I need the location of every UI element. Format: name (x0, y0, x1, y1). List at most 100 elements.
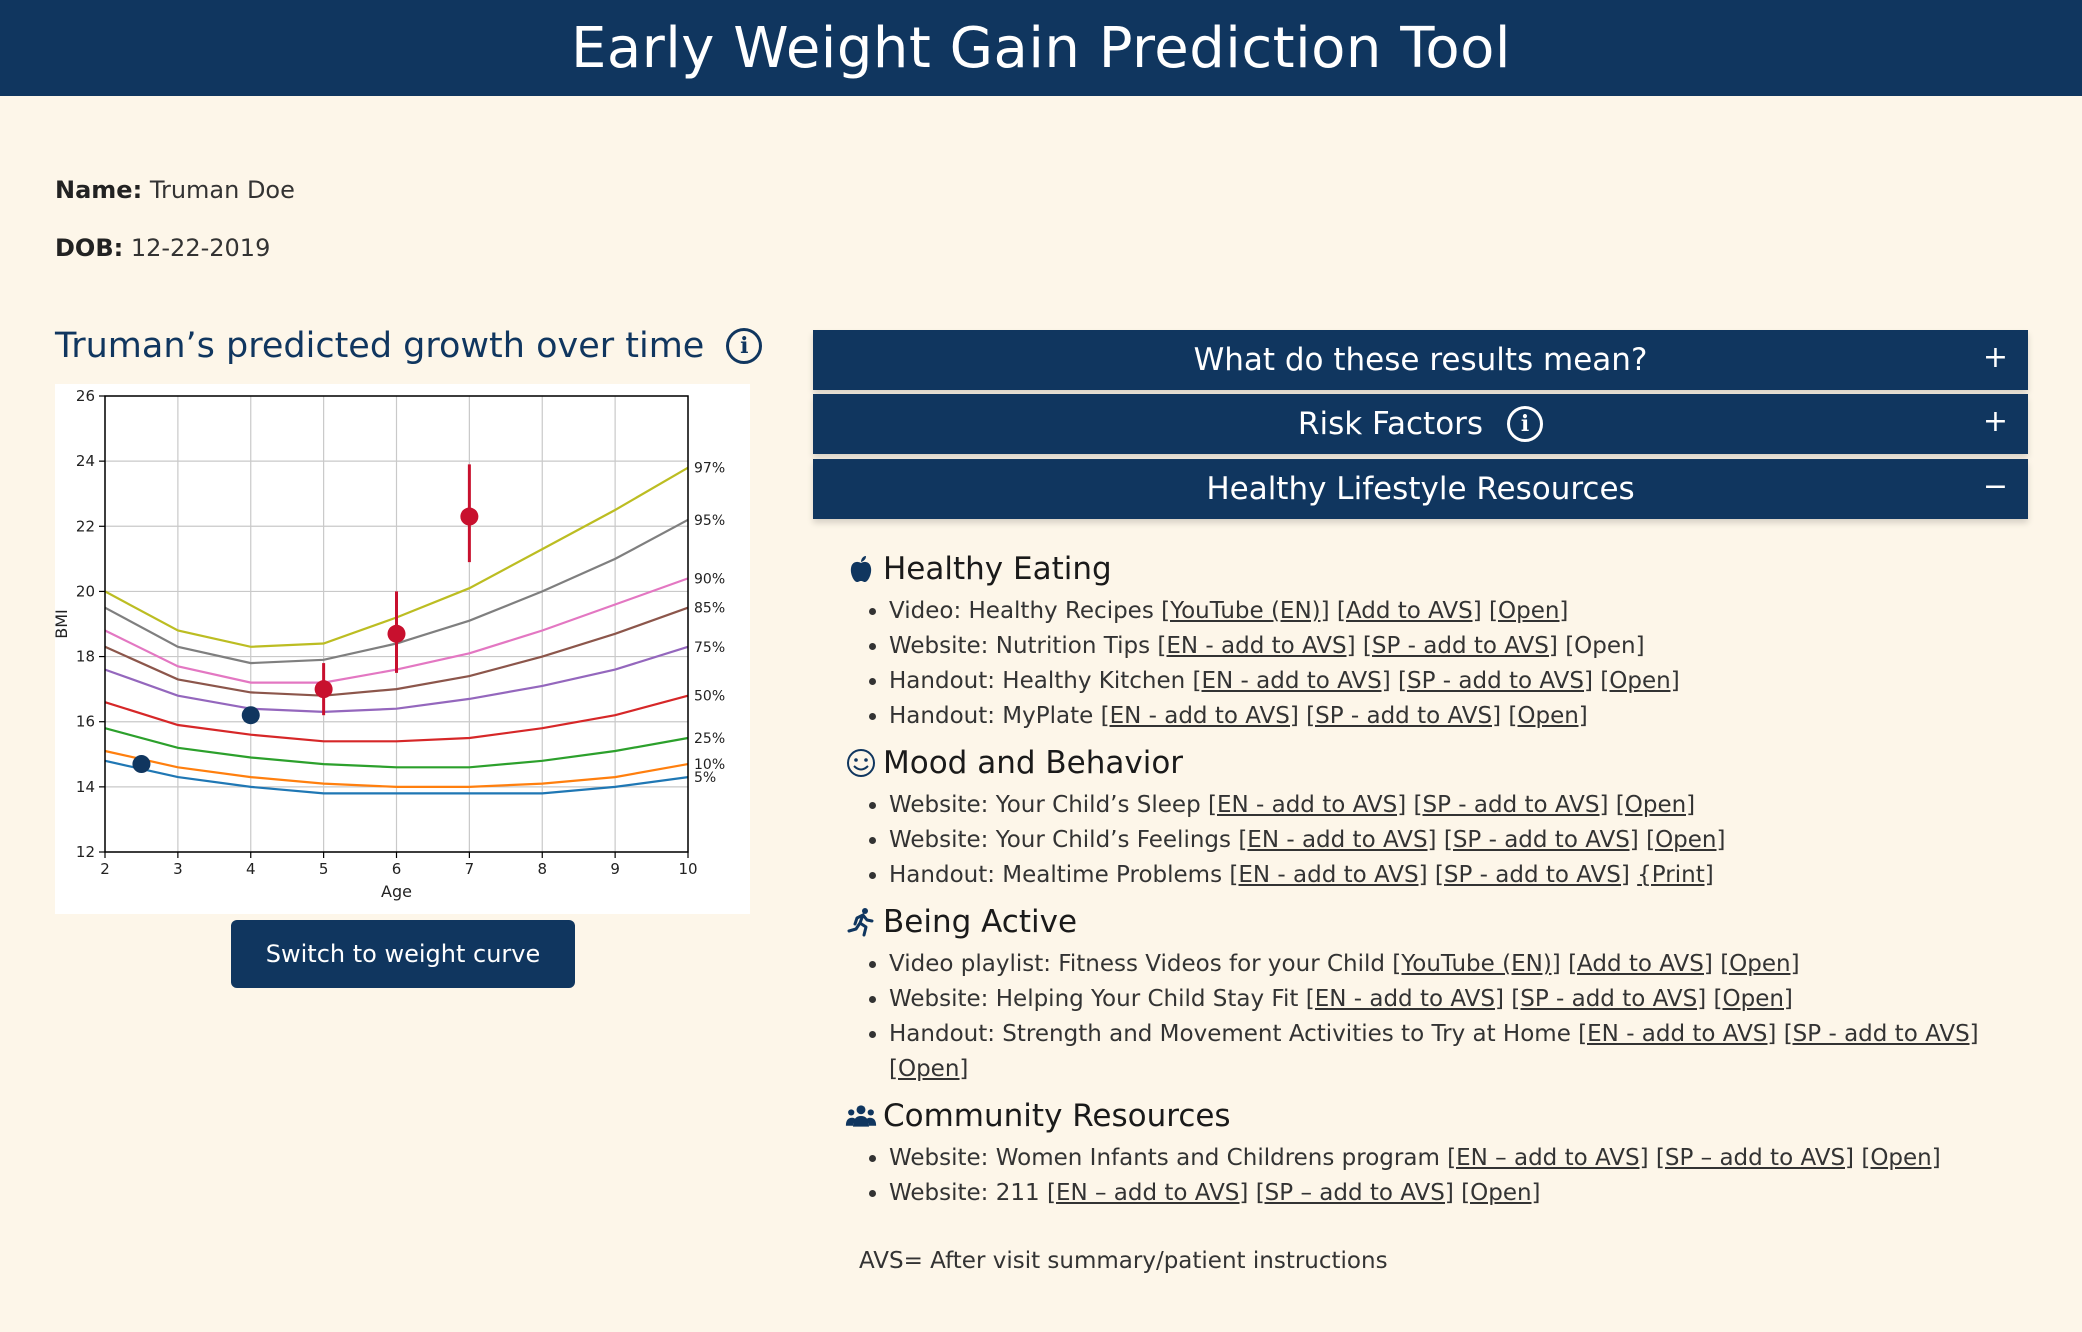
percentile-label: 95% (694, 513, 725, 529)
resource-link[interactable]: [SP - add to AVS] (1783, 1021, 1979, 1047)
chart-title: Truman’s predicted growth over time (55, 326, 705, 366)
x-tick-label: 5 (319, 860, 329, 878)
y-axis-label: BMI (55, 609, 71, 639)
resource-label: Website: Nutrition Tips (889, 633, 1158, 659)
expand-icon[interactable]: + (1982, 340, 2008, 375)
resource-link[interactable]: [Open] (1720, 951, 1800, 977)
resource-label: Handout: Strength and Movement Activitie… (889, 1021, 1579, 1047)
x-tick-label: 4 (246, 860, 256, 878)
resource-label: Handout: Mealtime Problems (889, 862, 1230, 888)
resource-link[interactable]: [Open] (1646, 827, 1726, 853)
section-title: Being Active (883, 904, 1078, 940)
resource-link[interactable]: [SP - add to AVS] (1398, 668, 1593, 694)
accordion-risk-factors[interactable]: Risk Factors i + (813, 394, 2028, 454)
resource-label: Website: Your Child’s Feelings (889, 827, 1239, 853)
resource-link[interactable]: [SP - add to AVS] (1413, 792, 1609, 818)
resource-link[interactable]: [SP - add to AVS] (1306, 703, 1502, 729)
resource-link[interactable]: [SP - add to AVS] (1511, 986, 1707, 1012)
resource-link[interactable]: [Open] (1615, 792, 1696, 818)
resource-link[interactable]: [Open] (1508, 703, 1588, 729)
resource-link[interactable]: [Open] (889, 1056, 969, 1082)
resource-link[interactable]: [EN - add to AVS] (1157, 633, 1356, 659)
observed-point (132, 755, 151, 774)
percentile-label: 75% (694, 640, 725, 656)
y-tick-label: 16 (76, 713, 95, 731)
app-header: Early Weight Gain Prediction Tool (0, 0, 2082, 96)
x-tick-label: 2 (100, 860, 110, 878)
resource-link[interactable]: [EN – add to AVS] (1046, 1180, 1249, 1206)
section-heading: Being Active (845, 901, 2025, 943)
resource-link[interactable]: [Open] (1489, 598, 1569, 624)
x-tick-label: 6 (392, 860, 402, 878)
list-item: Handout: MyPlate [EN - add to AVS] [SP -… (889, 699, 2025, 734)
list-item: Website: Nutrition Tips [EN - add to AVS… (889, 629, 2025, 664)
resource-link[interactable]: [SP – add to AVS] (1255, 1180, 1454, 1206)
resource-link[interactable]: [YouTube (EN)] (1392, 951, 1561, 977)
x-tick-label: 7 (465, 860, 475, 878)
resources-panel: Healthy Eating Video: Healthy Recipes [Yo… (845, 548, 2025, 1219)
collapse-icon[interactable]: − (1982, 469, 2008, 504)
resource-link[interactable]: [Open] (1461, 1180, 1541, 1206)
accordion-healthy-lifestyle[interactable]: Healthy Lifestyle Resources − (813, 459, 2028, 519)
percentile-label: 5% (694, 770, 716, 786)
resource-link[interactable]: [Open] (1713, 986, 1793, 1012)
resource-link[interactable]: [EN – add to AVS] (1447, 1145, 1649, 1171)
chart-svg: 97% 95% 90% 85% 75% 50% 25% 10%5% 2 3 4 5 6 7 8 9 10 12 14… (55, 387, 725, 901)
predicted-point (387, 624, 406, 643)
resource-label: Video playlist: Fitness Videos for your … (889, 951, 1393, 977)
resource-label: Website: 211 (889, 1180, 1047, 1206)
resource-link[interactable]: [SP - add to AVS] (1362, 633, 1558, 659)
x-tick-label: 10 (678, 860, 697, 878)
section-heading: Mood and Behavior (845, 742, 2025, 784)
y-tick-label: 22 (76, 517, 95, 535)
predicted-point (460, 507, 479, 526)
resource-list: Website: Your Child’s Sleep [EN - add to… (845, 788, 2025, 893)
resource-link[interactable]: [EN - add to AVS] (1192, 668, 1391, 694)
chart-title-row: Truman’s predicted growth over time i (55, 326, 763, 366)
resource-link[interactable]: {Print] (1637, 862, 1714, 888)
resource-label: Website: Your Child’s Sleep (889, 792, 1208, 818)
percentile-label: 97% (694, 461, 725, 477)
list-item: Handout: Mealtime Problems [EN - add to … (889, 858, 2025, 893)
resource-label: Handout: MyPlate (889, 703, 1101, 729)
resource-link[interactable]: [SP - add to AVS] (1443, 827, 1639, 853)
resource-list: Video: Healthy Recipes [YouTube (EN)] [A… (845, 594, 2025, 734)
resource-label: Video: Healthy Recipes (889, 598, 1162, 624)
expand-icon[interactable]: + (1982, 404, 2008, 439)
x-tick-label: 9 (610, 860, 620, 878)
resource-link[interactable]: [Open] (1600, 668, 1680, 694)
x-tick-label: 3 (173, 860, 183, 878)
resource-link[interactable]: [EN - add to AVS] (1100, 703, 1299, 729)
resource-link[interactable]: [YouTube (EN)] (1161, 598, 1330, 624)
resource-link[interactable]: [Add to AVS] (1568, 951, 1713, 977)
switch-to-weight-curve-button[interactable]: Switch to weight curve (231, 920, 575, 988)
info-icon[interactable]: i (1507, 406, 1544, 442)
accordion-title: What do these results mean? (1193, 342, 1648, 378)
list-item: Handout: Healthy Kitchen [EN - add to AV… (889, 664, 2025, 699)
resource-link[interactable]: [Open] (1861, 1145, 1941, 1171)
predicted-point (314, 680, 333, 699)
list-item: Handout: Strength and Movement Activitie… (889, 1017, 2025, 1087)
resource-link[interactable]: [EN - add to AVS] (1207, 792, 1407, 818)
info-icon[interactable]: i (726, 328, 763, 364)
accordion-title: Healthy Lifestyle Resources (1206, 471, 1635, 507)
y-tick-label: 24 (76, 452, 95, 470)
avs-note: AVS= After visit summary/patient instruc… (859, 1248, 1388, 1274)
list-item: Website: Women Infants and Childrens pro… (889, 1141, 2025, 1176)
list-item: Video: Healthy Recipes [YouTube (EN)] [A… (889, 594, 2025, 629)
resource-link[interactable]: [EN - add to AVS] (1229, 862, 1428, 888)
accordion-results-meaning[interactable]: What do these results mean? + (813, 330, 2028, 390)
resource-link[interactable]: [SP – add to AVS] (1655, 1145, 1855, 1171)
resource-link[interactable]: [Add to AVS] (1336, 598, 1482, 624)
accordion-title: Risk Factors (1297, 406, 1484, 442)
resource-link[interactable]: [SP - add to AVS] (1434, 862, 1630, 888)
y-tick-label: 26 (76, 387, 95, 405)
resource-link[interactable]: [Open] (1565, 633, 1645, 659)
resource-link[interactable]: [EN - add to AVS] (1238, 827, 1437, 853)
patient-dob: 12-22-2019 (130, 234, 271, 262)
resource-link[interactable]: [EN - add to AVS] (1305, 986, 1504, 1012)
resource-label: Website: Helping Your Child Stay Fit (889, 986, 1306, 1012)
resource-link[interactable]: [EN - add to AVS] (1578, 1021, 1777, 1047)
resource-list: Website: Women Infants and Childrens pro… (845, 1141, 2025, 1211)
section-heading: Community Resources (845, 1095, 2025, 1137)
